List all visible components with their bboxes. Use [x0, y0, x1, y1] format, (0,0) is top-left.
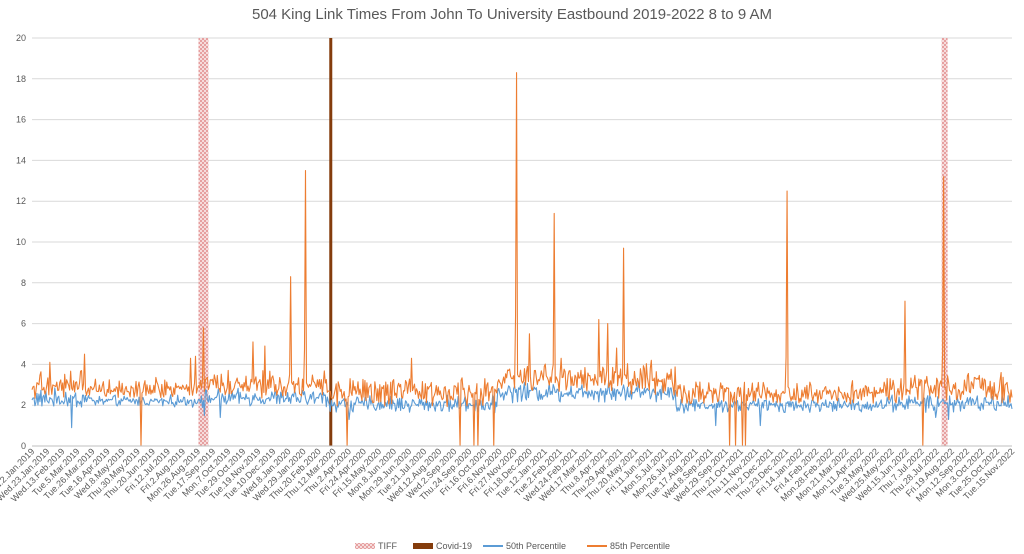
y-tick-label: 16: [16, 115, 26, 125]
gridlines: [32, 37, 1012, 447]
y-tick-label: 14: [16, 155, 26, 165]
tiff-band: [941, 38, 948, 446]
series-lines: [31, 72, 1013, 447]
y-tick-label: 20: [16, 33, 26, 43]
legend-swatch: [413, 543, 433, 549]
legend-swatch: [355, 543, 375, 549]
y-tick-label: 2: [21, 400, 26, 410]
y-tick-label: 18: [16, 74, 26, 84]
legend-label: 50th Percentile: [506, 541, 566, 551]
legend-label: TIFF: [378, 541, 397, 551]
y-tick-label: 12: [16, 196, 26, 206]
tiff-band: [198, 38, 209, 446]
series-line-50th-percentile: [31, 380, 1013, 429]
y-tick-label: 4: [21, 359, 26, 369]
y-tick-label: 6: [21, 319, 26, 329]
event-markers: [198, 38, 948, 446]
legend-label: Covid-19: [436, 541, 472, 551]
legend: TIFF Covid-19 50th Percentile 85th Percenti…: [355, 541, 670, 551]
x-axis: Wed.2.Jan.2019Wed.23.Jan.2019Wed.13.Feb.…: [0, 445, 1016, 504]
legend-label: 85th Percentile: [610, 541, 670, 551]
y-tick-label: 10: [16, 237, 26, 247]
y-tick-label: 8: [21, 278, 26, 288]
series-line-85th-percentile: [31, 72, 1013, 447]
y-axis: 0 2 4 6 8 10 12 14 16 18 20: [16, 33, 26, 451]
covid-bar: [329, 38, 333, 446]
y-tick-label: 0: [21, 441, 26, 451]
chart-title: 504 King Link Times From John To Univers…: [252, 6, 772, 23]
